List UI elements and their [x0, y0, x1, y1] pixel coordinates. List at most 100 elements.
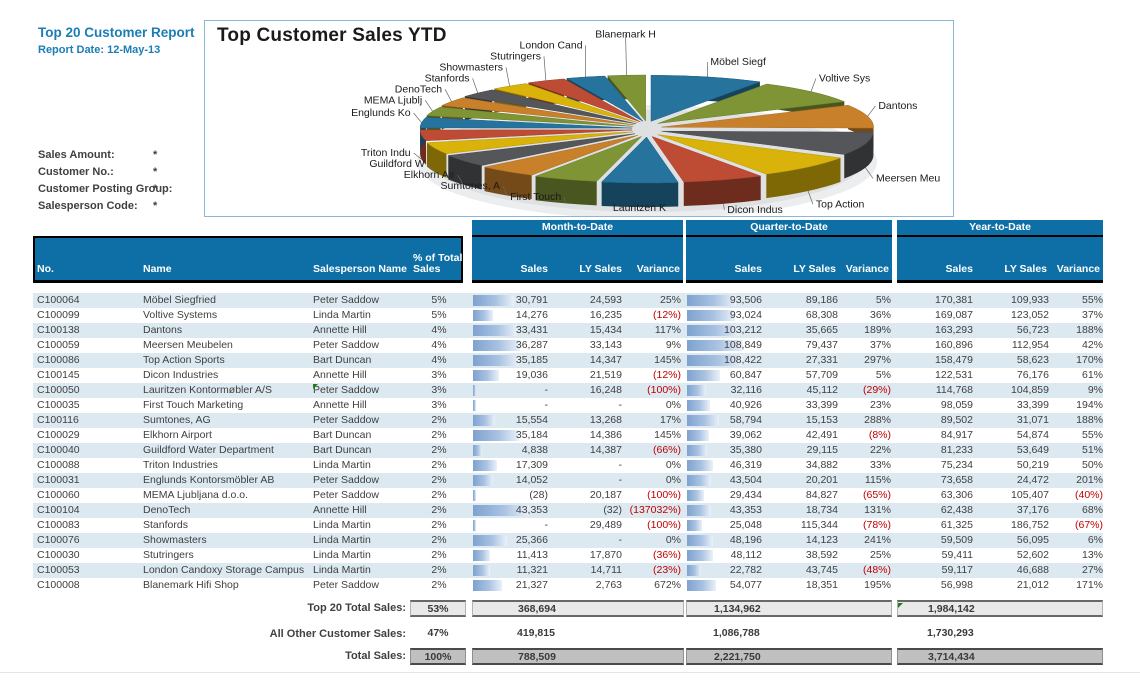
cell-customer-no: C100040 [37, 444, 80, 456]
cell-qtd-sales: 108,849 [686, 338, 778, 353]
cell-qtd-variance: 37% [869, 339, 891, 351]
data-bar [687, 490, 705, 501]
filter-row: Customer Posting Group: * [38, 183, 208, 200]
cell-qtd-ly-sales: 45,112 [806, 384, 838, 396]
data-bar [687, 430, 710, 441]
table-row: C100104 DenoTech Annette Hill 2% 43,353 (32) (… [33, 503, 1103, 518]
cell-mtd-ly-sales: 16,235 [589, 309, 622, 321]
filter-row: Sales Amount: * [38, 149, 208, 166]
data-bar [687, 550, 714, 561]
pie-slice [651, 136, 761, 183]
table-row: C100050 Lauritzen Kontormøbler A/S Peter S… [33, 383, 1103, 398]
filter-value-customer-no[interactable]: * [153, 166, 158, 178]
cell-mtd-sales: - [472, 398, 564, 413]
filter-value-sales-amount[interactable]: * [153, 149, 158, 161]
pie-leader-line [865, 167, 874, 179]
totals-top20-ytd-sales: 1,984,142 [897, 600, 1103, 617]
cell-salesperson: Peter Saddow [313, 339, 379, 351]
cell-pct-of-total: 4% [431, 339, 447, 351]
header-cell-ytd-variance: Variance [1056, 263, 1100, 275]
cell-mtd-sales: 35,185 [472, 353, 564, 368]
cell-customer-no: C100050 [37, 384, 80, 396]
pie-label: Guildford W [369, 158, 425, 170]
group-header-year-to-date: Year-to-Date Sales LY Sales Variance [897, 220, 1103, 283]
cell-qtd-ly-sales: 43,745 [805, 564, 838, 576]
data-bar [687, 340, 743, 351]
cell-ytd-ly-sales: 56,095 [1016, 534, 1049, 546]
cell-pct-of-total: 5% [431, 309, 447, 321]
header-cell-ytd-ly-sales: LY Sales [1004, 263, 1047, 275]
cell-customer-no: C100145 [37, 369, 80, 381]
cell-qtd-ly-sales: 38,592 [805, 549, 838, 561]
cell-ytd-sales: 169,087 [935, 309, 973, 321]
cell-pct-of-total: 2% [431, 489, 447, 501]
pie-label: DenoTech [395, 83, 442, 95]
cell-mtd-ly-sales: 16,248 [589, 384, 622, 396]
cell-pct-of-total: 3% [431, 399, 447, 411]
totals-total-qtd-sales: 2,221,750 [686, 648, 892, 665]
data-bar [473, 565, 490, 576]
cell-mtd-sales: 30,791 [472, 293, 564, 308]
cell-mtd-ly-sales: (32) [603, 504, 622, 516]
cell-qtd-ly-sales: 14,123 [805, 534, 838, 546]
data-bar [473, 490, 476, 501]
filter-value-salesperson-code[interactable]: * [153, 200, 158, 212]
cell-qtd-variance: 241% [864, 534, 891, 546]
cell-qtd-sales: 54,077 [686, 578, 778, 593]
cell-mtd-ly-sales: 14,387 [589, 444, 622, 456]
filter-label-salesperson-code: Salesperson Code: [38, 200, 138, 212]
cell-ytd-variance: 6% [1087, 534, 1103, 546]
table-row: C100116 Sumtones, AG Peter Saddow 2% 15,554 1… [33, 413, 1103, 428]
pie-label: Top Action [816, 198, 865, 210]
cell-salesperson: Peter Saddow [313, 384, 379, 396]
totals-top20-pct: 53% [410, 600, 466, 617]
data-bar [687, 295, 736, 306]
cell-ytd-ly-sales: 112,954 [1011, 339, 1049, 351]
pie-label: Voltive Sys [819, 73, 870, 85]
cell-customer-no: C100053 [37, 564, 80, 576]
cell-pct-of-total: 2% [431, 549, 447, 561]
cell-mtd-variance: 9% [665, 339, 681, 351]
cell-customer-name: Voltive Systems [143, 309, 218, 321]
pie-slice [464, 89, 636, 124]
cell-mtd-sales: 19,036 [472, 368, 564, 383]
pie-slice-wall [448, 155, 482, 190]
filter-value-posting-group[interactable]: * [153, 183, 158, 195]
cell-customer-name: Showmasters [143, 534, 207, 546]
cell-pct-of-total: 2% [431, 414, 447, 426]
pie-chart-panel: Möbel Siegf Voltive Sys Dantons Meersen Meu… [204, 20, 954, 217]
cell-ytd-variance: 27% [1081, 564, 1103, 576]
group-title-ytd: Year-to-Date [897, 220, 1103, 237]
cell-mtd-variance: 0% [665, 459, 681, 471]
cell-ytd-variance: 55% [1081, 429, 1103, 441]
data-bar [473, 400, 476, 411]
cell-ytd-ly-sales: 33,399 [1016, 399, 1049, 411]
cell-qtd-variance: 288% [864, 414, 891, 426]
cell-mtd-variance: (12%) [652, 369, 681, 381]
cell-salesperson: Linda Martin [313, 459, 371, 471]
cell-ytd-ly-sales: 50,219 [1016, 459, 1049, 471]
cell-qtd-sales: 46,319 [686, 458, 778, 473]
cell-mtd-ly-sales: - [618, 474, 623, 486]
data-bar [473, 370, 500, 381]
cell-pct-of-total: 2% [431, 579, 447, 591]
cell-mtd-ly-sales: 13,268 [589, 414, 622, 426]
pie-leader-line [413, 152, 422, 160]
cell-ytd-ly-sales: 123,052 [1011, 309, 1049, 321]
pie-leader-line [563, 196, 566, 204]
cell-customer-name: Möbel Siegfried [143, 294, 216, 306]
cell-qtd-variance: 195% [864, 579, 891, 591]
pie-slice-wall [601, 181, 679, 207]
cell-mtd-ly-sales: 24,593 [589, 294, 622, 306]
pie-leader-line [543, 56, 547, 81]
cell-ytd-variance: 42% [1081, 339, 1103, 351]
cell-mtd-sales: 14,052 [472, 473, 564, 488]
data-bar [473, 430, 519, 441]
cell-customer-name: Elkhorn Airport [143, 429, 212, 441]
pie-leader-line [427, 163, 436, 173]
table-row: C100099 Voltive Systems Linda Martin 5% 14,2… [33, 308, 1103, 323]
cell-ytd-variance: 13% [1081, 549, 1103, 561]
pie-label: Triton Indu [361, 147, 411, 159]
cell-qtd-sales: 35,380 [686, 443, 778, 458]
cell-customer-no: C100099 [37, 309, 80, 321]
